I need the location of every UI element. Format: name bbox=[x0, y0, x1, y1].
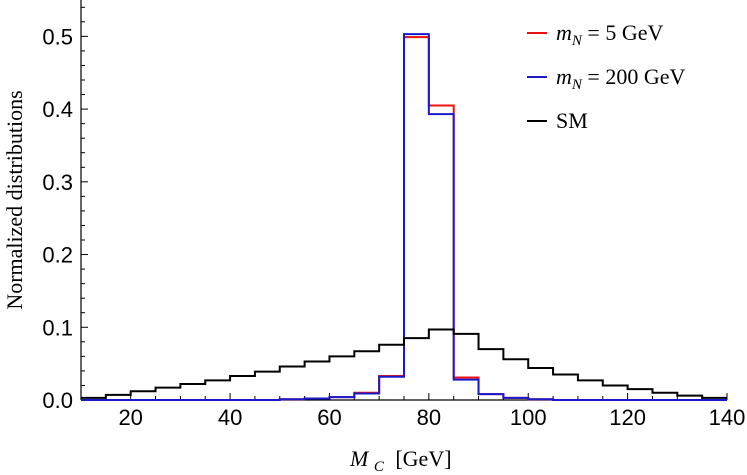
series-line-3 bbox=[81, 328, 727, 399]
x-tick-label: 40 bbox=[218, 405, 242, 430]
legend: mN = 5 GeV mN = 200 GeV SM bbox=[527, 20, 685, 133]
series-layer bbox=[81, 33, 727, 401]
legend-label-2: mN = 200 GeV bbox=[556, 64, 685, 93]
y-axis-title: Normalized distributions bbox=[2, 90, 27, 309]
x-axis-title-unit: [GeV] bbox=[395, 446, 451, 471]
y-tick-label: 0.2 bbox=[42, 243, 73, 268]
y-tick-label: 0.3 bbox=[42, 170, 73, 195]
y-tick-label: 0.4 bbox=[42, 97, 73, 122]
x-tick-label: 100 bbox=[510, 405, 547, 430]
x-axis: 20 40 60 80 100 120 140 bbox=[80, 393, 746, 430]
x-axis-title-sub: C bbox=[374, 459, 385, 475]
x-tick-label: 20 bbox=[118, 405, 142, 430]
x-tick-label: 120 bbox=[609, 405, 646, 430]
y-tick-label: 0.5 bbox=[42, 24, 73, 49]
x-tick-label: 60 bbox=[317, 405, 341, 430]
series-line-2 bbox=[81, 33, 727, 401]
x-tick-label: 140 bbox=[709, 405, 746, 430]
x-axis-title: M C [GeV] bbox=[349, 446, 452, 475]
x-axis-title-main: M bbox=[349, 446, 370, 471]
legend-label-1: mN = 5 GeV bbox=[556, 20, 663, 49]
y-tick-label: 0.0 bbox=[42, 388, 73, 413]
x-tick-label: 80 bbox=[417, 405, 441, 430]
legend-label-3: SM bbox=[556, 108, 588, 133]
y-axis: 0.0 0.1 0.2 0.3 0.4 0.5 bbox=[42, 6, 88, 413]
y-tick-label: 0.1 bbox=[42, 315, 73, 340]
